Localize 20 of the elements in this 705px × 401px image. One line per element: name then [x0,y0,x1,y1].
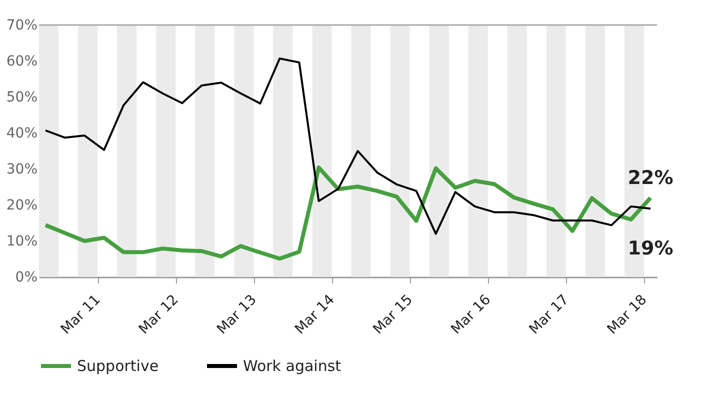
y-tick-label: 70% [6,18,38,34]
y-tick-label: 10% [6,234,38,250]
x-tick-label: Mar 17 [526,292,572,338]
y-tick-label: 30% [6,162,38,178]
y-tick-label: 0% [15,270,38,286]
x-tick-label: Mar 15 [370,292,416,338]
x-tick-label: Mar 13 [214,292,260,338]
y-tick-label: 40% [6,126,38,142]
x-tick-label: Mar 11 [58,292,104,338]
y-tick-label: 20% [6,198,38,214]
y-tick-label: 60% [6,54,38,70]
x-tick-label: Mar 12 [136,292,182,338]
x-tick-label: Mar 14 [292,292,338,338]
legend-label: Work against [243,357,342,375]
legend-label: Supportive [77,357,159,375]
x-tick-label: Mar 16 [448,292,494,338]
x-tick-label: Mar 18 [604,292,650,338]
y-tick-label: 50% [6,90,38,106]
annotation: 22% [628,166,674,189]
annotation: 19% [628,238,674,260]
